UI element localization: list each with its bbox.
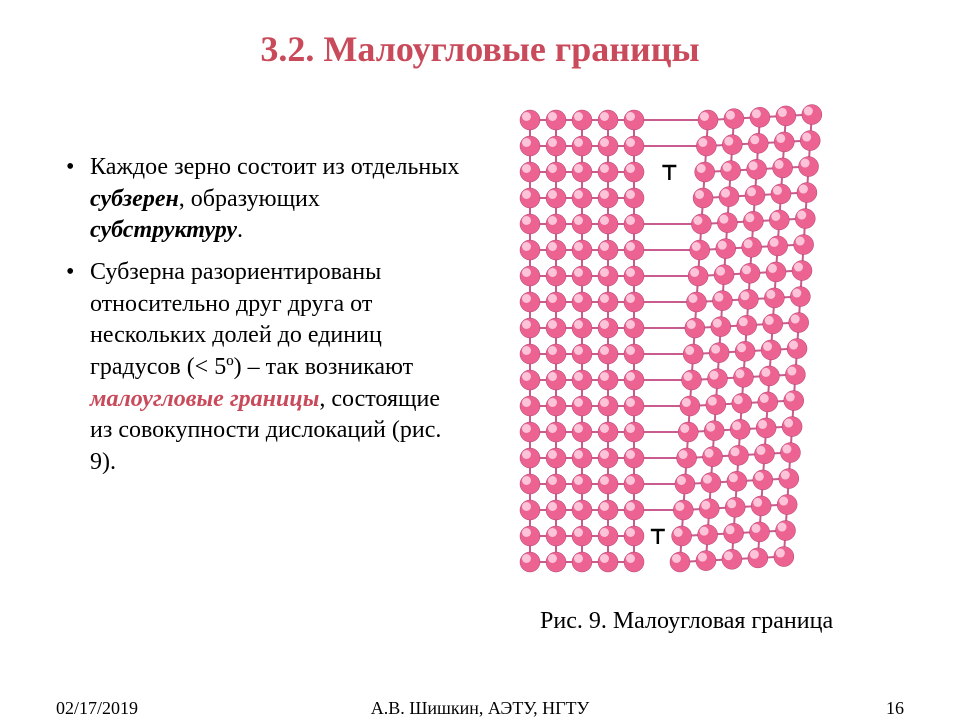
bullet-1: Каждое зерно состоит из отдельных субзер… <box>64 152 464 247</box>
bullet-1-text-c: . <box>237 217 243 243</box>
bullet-1-em-1: субзерен <box>90 186 179 212</box>
footer-author: А.В. Шишкин, АЭТУ, НГТУ <box>0 698 960 719</box>
figure-caption: Рис. 9. Малоугловая граница <box>540 608 940 635</box>
bullet-2-text-a: Субзерна разориентированы относительно д… <box>90 259 413 380</box>
lattice-diagram <box>490 90 830 590</box>
footer-page-number: 16 <box>886 698 904 719</box>
bullet-1-text-a: Каждое зерно состоит из отдельных <box>90 154 459 180</box>
slide: 3.2. Малоугловые границы Каждое зерно со… <box>0 0 960 720</box>
bullet-1-em-2: субструктуру <box>90 217 237 243</box>
body-text: Каждое зерно состоит из отдельных субзер… <box>64 152 464 489</box>
bullet-2-em-1: малоугловые границы <box>90 386 319 412</box>
bullet-1-text-b: , образующих <box>179 186 320 212</box>
bullet-2: Субзерна разориентированы относительно д… <box>64 257 464 479</box>
slide-title: 3.2. Малоугловые границы <box>0 28 960 70</box>
